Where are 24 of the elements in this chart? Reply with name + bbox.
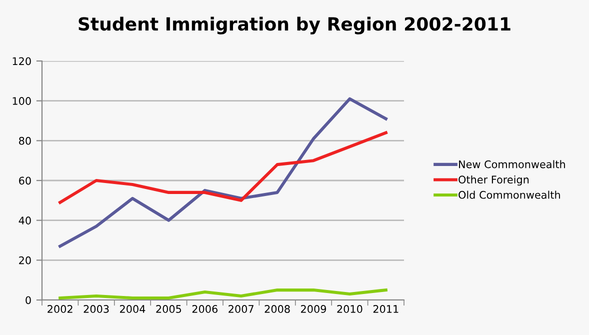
legend-label: Other Foreign <box>458 175 529 186</box>
y-tick-label: 20 <box>19 256 31 264</box>
x-tick-label: 2003 <box>84 305 109 313</box>
x-tick-label: 2005 <box>156 305 182 313</box>
chart-title: Student Immigration by Region 2002-2011 <box>78 16 510 34</box>
x-tick-label: 2002 <box>48 305 72 313</box>
legend-label: Old Commonwealth <box>458 190 560 199</box>
x-tick-label: 2009 <box>301 305 326 313</box>
legend-label: New Commonwealth <box>459 160 565 168</box>
x-tick-label: 2008 <box>264 305 290 313</box>
y-tick-label: 100 <box>12 97 31 105</box>
y-tick-label: 60 <box>19 176 31 185</box>
x-tick-label: 2007 <box>228 305 254 313</box>
line-series <box>58 97 388 248</box>
x-tick-label: 2006 <box>192 305 218 313</box>
y-tick-label: 120 <box>12 57 31 66</box>
y-tick-label: 80 <box>19 136 31 145</box>
line-series <box>58 131 388 204</box>
y-tick-label: 40 <box>18 216 31 224</box>
x-tick-label: 2010 <box>337 305 362 313</box>
x-tick-label: 2011 <box>373 305 398 313</box>
x-tick-label: 2004 <box>120 305 146 313</box>
line-series <box>58 288 388 300</box>
y-tick-label: 0 <box>26 296 31 304</box>
